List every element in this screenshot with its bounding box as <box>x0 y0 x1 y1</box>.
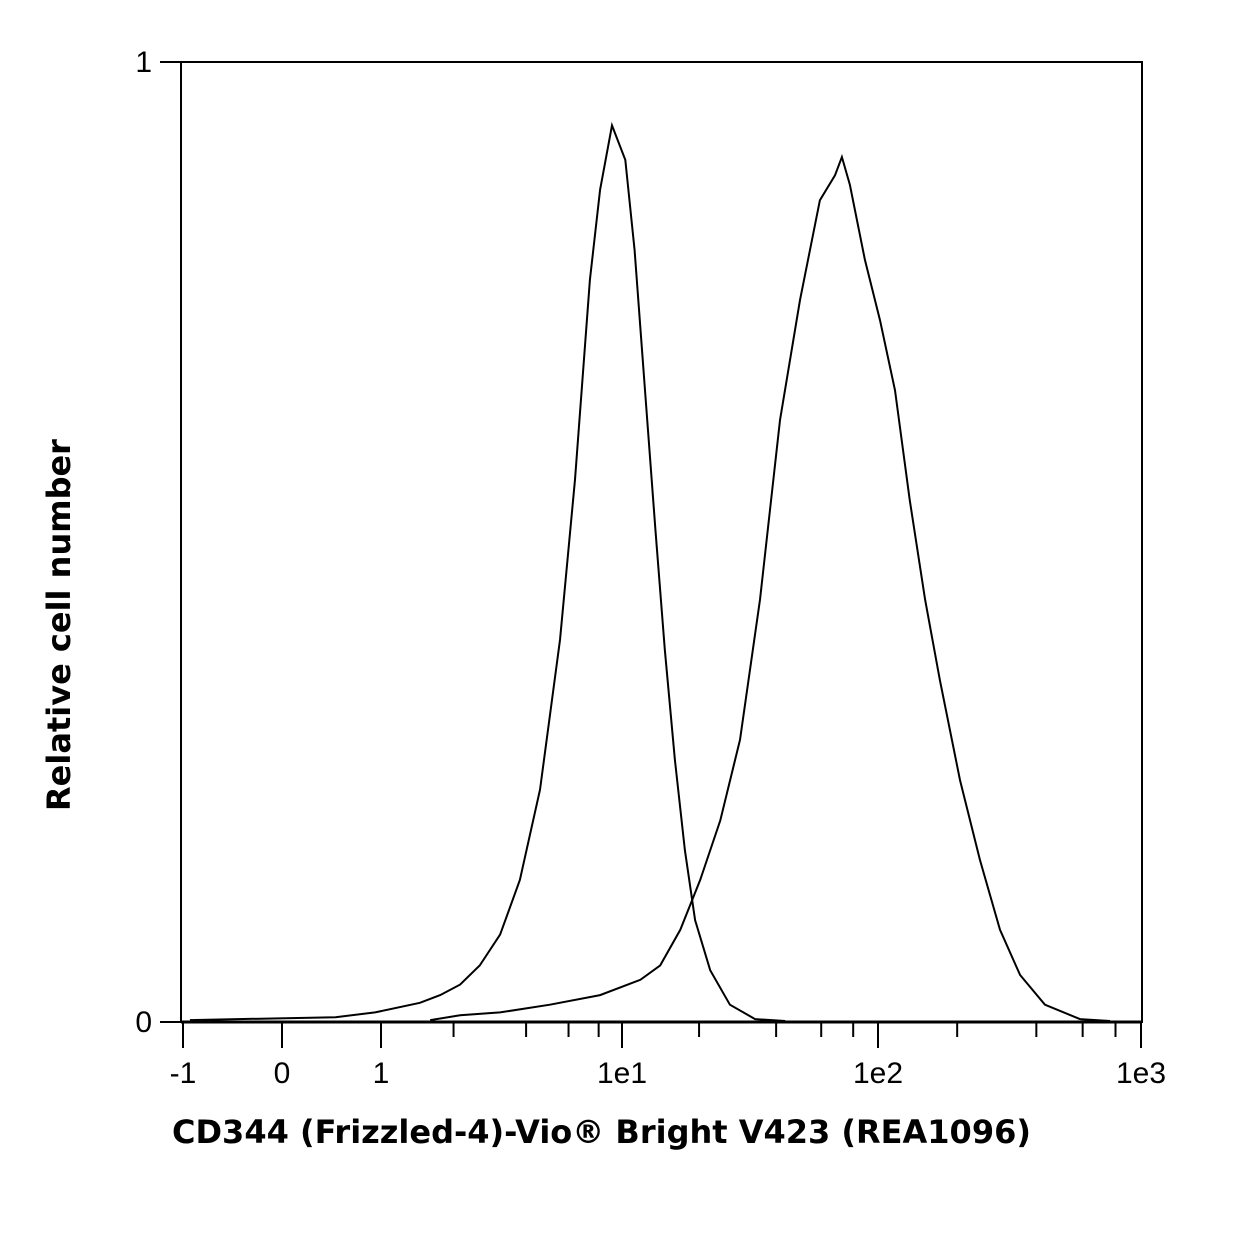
x-tick-label: 0 <box>274 1057 291 1090</box>
x-tick-label: 1e2 <box>853 1057 903 1090</box>
x-tick-label: 1e1 <box>597 1057 647 1090</box>
histogram-series-2 <box>430 153 1111 1022</box>
x-axis: -1 0 1 1e1 1e2 1e3 <box>170 1020 1166 1090</box>
y-axis-title: Relative cell number <box>40 439 78 811</box>
histogram-series-1 <box>189 121 786 1022</box>
x-axis-title: CD344 (Frizzled-4)-Vio® Bright V423 (REA… <box>172 1113 1031 1151</box>
histogram-curves <box>189 121 1111 1022</box>
y-axis: 01 <box>135 46 181 1039</box>
y-tick-label: 1 <box>135 46 152 79</box>
x-tick-label: -1 <box>170 1057 197 1090</box>
x-tick-label: 1 <box>373 1057 390 1090</box>
plot-frame <box>180 61 1143 1023</box>
y-tick-label: 0 <box>135 1006 152 1039</box>
x-tick-label: 1e3 <box>1116 1057 1166 1090</box>
